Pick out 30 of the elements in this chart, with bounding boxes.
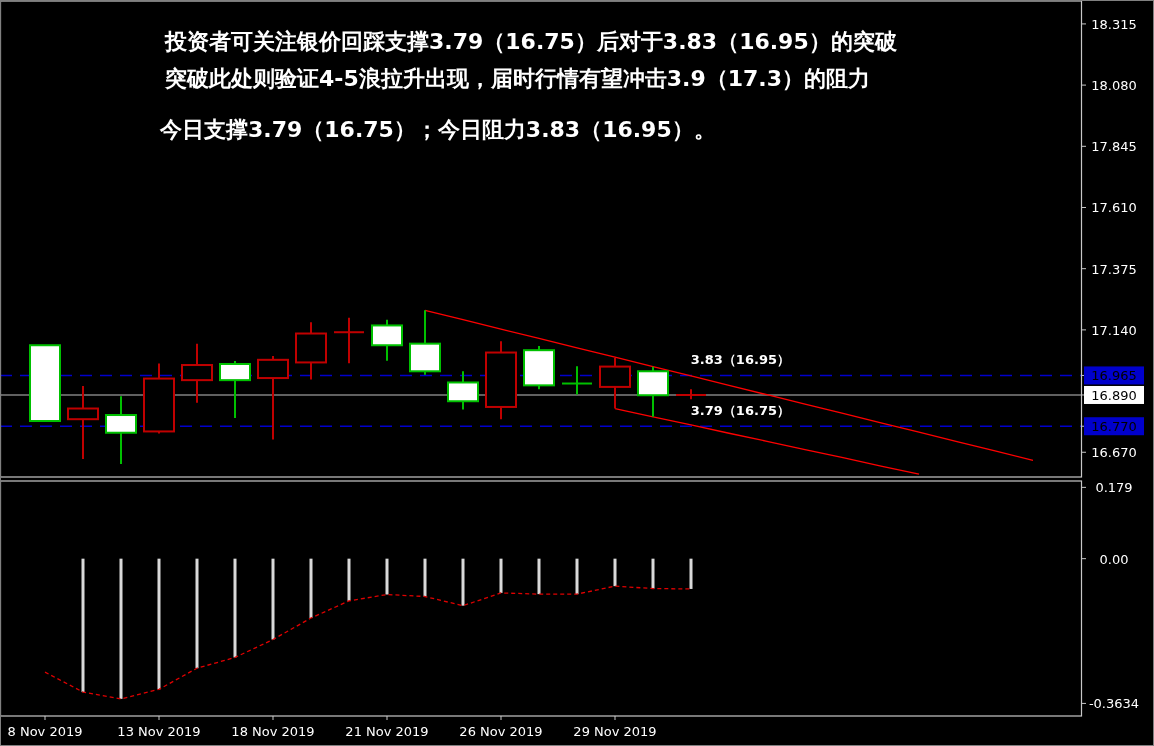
x-tick-label: 18 Nov 2019 [231,724,315,739]
text: 突破此处则验证4-5浪拉升出现，届时行情有望冲击3.9（17.3）的阻力 [164,66,870,91]
x-tick-label: 21 Nov 2019 [345,724,429,739]
y-tick-label: 17.140 [1091,322,1137,338]
y-tick-label: 0.00 [1099,551,1129,567]
candlestick [333,316,365,365]
ref-line-label: 3.79（16.75） [690,403,790,419]
y-tick-label: 16.770 [1091,419,1137,435]
y-tick-label: 18.080 [1091,78,1137,94]
y-tick-label: 16.965 [1091,368,1137,384]
y-tick-label: 0.179 [1095,480,1133,496]
x-tick-label: 13 Nov 2019 [117,724,201,739]
line-series [44,585,692,700]
x-tick-label: 8 Nov 2019 [7,724,83,739]
text: 投资者可关注银价回踩支撑3.79（16.75）后对于3.83（16.95）的突破 [164,29,898,54]
line-series [424,309,1034,461]
annotation: 今日支撑3.79（16.75）；今日阻力3.83（16.95）。 [159,117,716,142]
candlestick [561,365,593,396]
y-tick-label: 17.375 [1091,261,1137,277]
y-tick-label: 17.845 [1091,139,1137,155]
y-tick-label: 16.670 [1091,445,1137,461]
y-tick-label: -0.3634 [1088,696,1140,712]
y-tick-label: 17.610 [1091,200,1137,216]
y-tick-label: 16.890 [1091,387,1137,403]
x-tick-label: 26 Nov 2019 [459,724,543,739]
line-series [614,407,920,475]
y-tick-label: 18.315 [1091,16,1137,32]
candlestick [67,385,99,461]
ref-line-label: 3.83（16.95） [690,352,790,368]
x-tick-label: 29 Nov 2019 [573,724,657,739]
